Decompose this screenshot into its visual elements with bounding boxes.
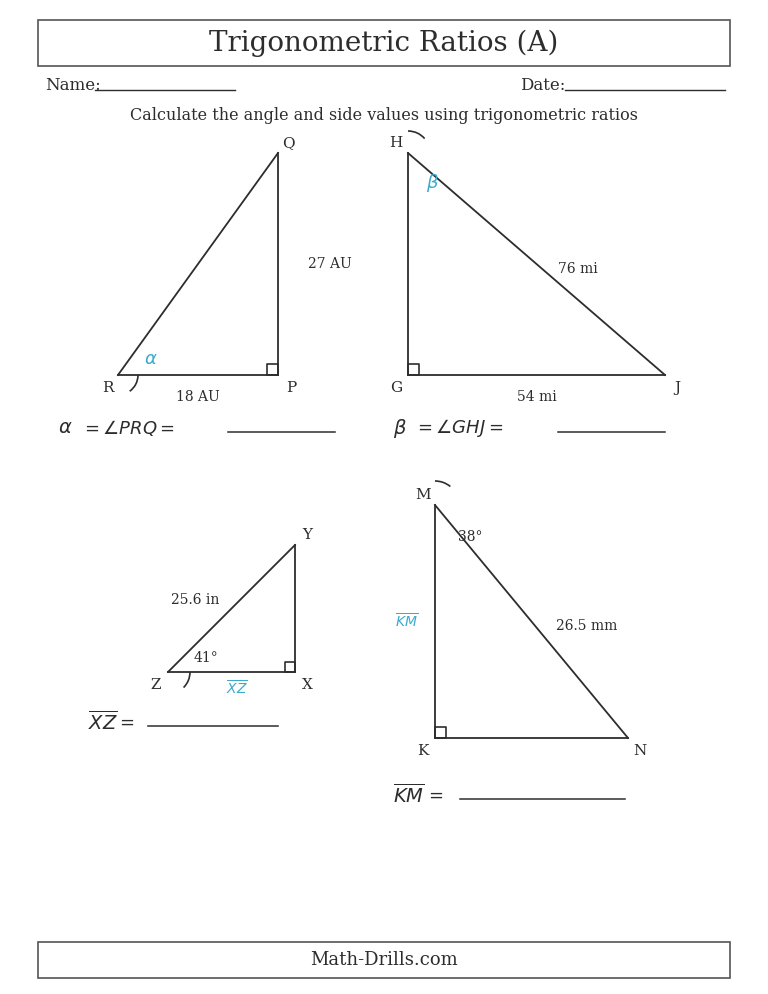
Text: $= \angle PRQ =$: $= \angle PRQ =$ <box>75 418 175 438</box>
Text: $=$: $=$ <box>116 713 134 731</box>
Text: $\alpha$: $\alpha$ <box>58 419 73 437</box>
FancyBboxPatch shape <box>38 20 730 66</box>
Text: 25.6 in: 25.6 in <box>171 593 220 607</box>
Text: $\overline{XZ}$: $\overline{XZ}$ <box>226 679 247 697</box>
Text: H: H <box>389 136 402 150</box>
Text: Calculate the angle and side values using trigonometric ratios: Calculate the angle and side values usin… <box>130 106 638 123</box>
Text: P: P <box>286 381 296 395</box>
Text: $\beta$: $\beta$ <box>425 172 439 194</box>
Text: $\overline{KM}$: $\overline{KM}$ <box>393 783 425 807</box>
Text: Name:: Name: <box>45 77 101 93</box>
Text: 38°: 38° <box>458 530 482 544</box>
Text: Y: Y <box>302 528 312 542</box>
Text: 76 mi: 76 mi <box>558 262 598 276</box>
Text: R: R <box>102 381 114 395</box>
Text: Q: Q <box>282 136 294 150</box>
Text: Date:: Date: <box>520 77 565 93</box>
Text: $=$: $=$ <box>425 786 444 804</box>
Text: 18 AU: 18 AU <box>176 390 220 404</box>
Text: Math-Drills.com: Math-Drills.com <box>310 951 458 969</box>
Text: 41°: 41° <box>194 651 218 665</box>
Text: $\overline{XZ}$: $\overline{XZ}$ <box>88 710 118 734</box>
Text: J: J <box>674 381 680 395</box>
Text: $\alpha$: $\alpha$ <box>144 350 157 368</box>
Text: 26.5 mm: 26.5 mm <box>557 619 618 633</box>
Text: 27 AU: 27 AU <box>308 257 352 271</box>
Text: X: X <box>302 678 313 692</box>
FancyBboxPatch shape <box>38 942 730 978</box>
Text: K: K <box>417 744 429 758</box>
Text: $\beta$: $\beta$ <box>393 416 407 439</box>
Text: N: N <box>634 744 647 758</box>
Text: M: M <box>415 488 431 502</box>
Text: Trigonometric Ratios (A): Trigonometric Ratios (A) <box>210 29 558 57</box>
Text: $= \angle GHJ =$: $= \angle GHJ =$ <box>408 417 503 439</box>
Text: $\overline{KM}$: $\overline{KM}$ <box>396 612 419 630</box>
Text: G: G <box>390 381 402 395</box>
Text: Z: Z <box>151 678 161 692</box>
Text: 54 mi: 54 mi <box>517 390 556 404</box>
